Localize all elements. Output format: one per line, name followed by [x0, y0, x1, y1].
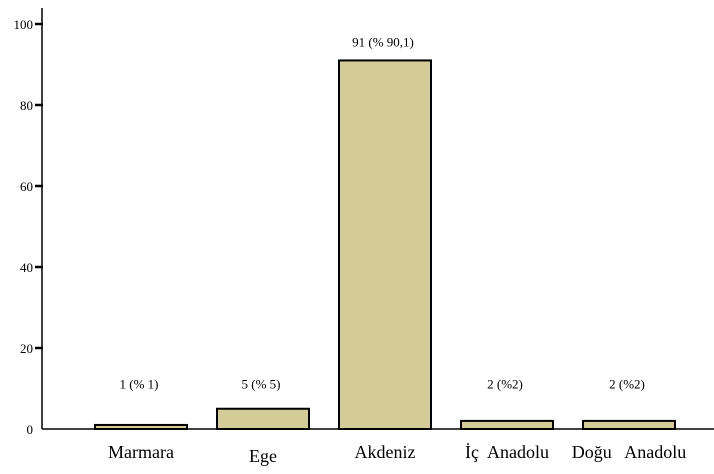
category-label: Marmara — [108, 442, 174, 462]
bars — [94, 59, 676, 431]
bar — [460, 419, 554, 430]
data-label: 2 (%2) — [609, 377, 645, 392]
data-label: 91 (% 90,1) — [352, 34, 414, 49]
y-tick-label: 40 — [20, 260, 33, 275]
category-labels: Marmara Ege Akdeniz İç Anadolu Doğu Anadolu — [108, 442, 686, 466]
category-label: Ege — [249, 446, 277, 466]
y-tick-label: 60 — [20, 179, 33, 194]
data-label: 5 (% 5) — [242, 377, 281, 392]
category-label: Doğu Anadolu — [572, 442, 687, 462]
y-tick-label: 20 — [20, 341, 33, 356]
y-tick-label: 80 — [20, 98, 33, 113]
data-label: 2 (%2) — [487, 377, 523, 392]
bar — [582, 419, 676, 430]
data-label: 1 (% 1) — [120, 377, 159, 392]
category-label: Akdeniz — [355, 442, 416, 462]
y-axis-ticks: 0 20 40 60 80 100 — [14, 17, 43, 437]
y-tick-label: 100 — [14, 17, 34, 32]
category-label: İç Anadolu — [465, 442, 549, 462]
bar — [216, 407, 310, 430]
y-tick-label: 0 — [27, 422, 34, 437]
bar — [338, 59, 432, 430]
bar — [94, 423, 188, 431]
data-labels: 1 (% 1) 5 (% 5) 91 (% 90,1) 2 (%2) 2 (%2) — [120, 34, 645, 391]
